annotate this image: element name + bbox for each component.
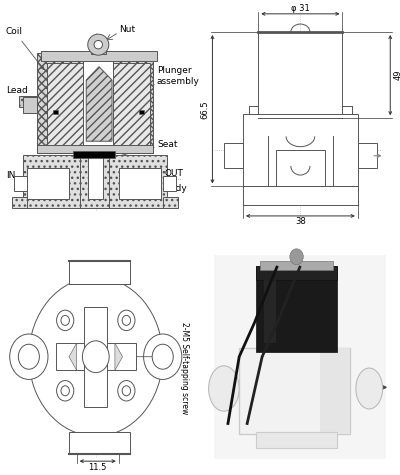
Bar bbox=[264, 279, 276, 343]
Bar bbox=[243, 186, 358, 205]
Bar bbox=[358, 143, 377, 168]
Polygon shape bbox=[86, 66, 112, 141]
Bar bbox=[256, 432, 337, 447]
Circle shape bbox=[94, 40, 102, 49]
Text: φ 31: φ 31 bbox=[291, 4, 310, 13]
Bar bbox=[47, 63, 87, 147]
Text: Lead: Lead bbox=[6, 86, 34, 102]
Bar bbox=[88, 157, 104, 199]
Text: Coil: Coil bbox=[6, 27, 44, 69]
Circle shape bbox=[29, 277, 163, 436]
Bar bbox=[36, 145, 153, 152]
Text: Plunger
assembly: Plunger assembly bbox=[157, 66, 200, 86]
Ellipse shape bbox=[209, 366, 239, 411]
Polygon shape bbox=[69, 343, 77, 370]
Bar bbox=[19, 96, 36, 107]
Text: Body: Body bbox=[165, 184, 187, 193]
Bar bbox=[23, 155, 166, 208]
Bar bbox=[256, 266, 337, 352]
Bar bbox=[80, 155, 109, 208]
Text: Seat: Seat bbox=[157, 140, 178, 149]
Circle shape bbox=[152, 344, 173, 369]
Text: IN: IN bbox=[6, 171, 15, 180]
Text: OUT: OUT bbox=[165, 169, 184, 178]
Bar bbox=[320, 348, 350, 434]
Circle shape bbox=[88, 34, 109, 55]
Circle shape bbox=[82, 341, 109, 372]
Bar bbox=[69, 432, 130, 455]
Circle shape bbox=[122, 315, 130, 325]
Bar bbox=[27, 168, 69, 199]
Bar bbox=[260, 261, 333, 270]
Bar bbox=[53, 110, 58, 114]
Ellipse shape bbox=[356, 368, 383, 409]
Circle shape bbox=[61, 386, 69, 396]
Text: 11.5: 11.5 bbox=[88, 464, 107, 473]
Bar bbox=[36, 53, 153, 152]
Bar bbox=[91, 45, 106, 54]
Bar bbox=[276, 150, 325, 186]
Circle shape bbox=[56, 380, 74, 401]
Circle shape bbox=[10, 334, 48, 380]
Circle shape bbox=[118, 310, 135, 331]
Text: 38: 38 bbox=[295, 217, 306, 226]
Polygon shape bbox=[115, 343, 122, 370]
Bar bbox=[163, 197, 178, 208]
Bar bbox=[41, 51, 157, 61]
Bar bbox=[243, 114, 358, 186]
Circle shape bbox=[122, 386, 130, 396]
Bar bbox=[12, 197, 27, 208]
Bar bbox=[56, 343, 136, 370]
Bar bbox=[73, 151, 115, 159]
Circle shape bbox=[118, 380, 135, 401]
Bar bbox=[83, 53, 113, 152]
Bar bbox=[239, 348, 350, 434]
Bar bbox=[258, 32, 342, 118]
Bar bbox=[224, 143, 243, 168]
Circle shape bbox=[18, 344, 39, 369]
Text: 66.5: 66.5 bbox=[200, 100, 210, 119]
Text: Nut: Nut bbox=[119, 25, 135, 34]
Text: 2-M5 Self-tapping screw: 2-M5 Self-tapping screw bbox=[180, 322, 190, 414]
Circle shape bbox=[144, 334, 182, 380]
Bar bbox=[256, 266, 337, 279]
Bar bbox=[139, 110, 144, 114]
Circle shape bbox=[56, 310, 74, 331]
Bar bbox=[110, 63, 150, 147]
Bar bbox=[14, 176, 27, 191]
Bar bbox=[84, 307, 107, 407]
Circle shape bbox=[61, 315, 69, 325]
Circle shape bbox=[290, 249, 303, 265]
Bar bbox=[69, 261, 130, 284]
Bar bbox=[23, 97, 36, 113]
Text: 49: 49 bbox=[393, 70, 400, 80]
Bar bbox=[163, 176, 176, 191]
Bar bbox=[119, 168, 161, 199]
